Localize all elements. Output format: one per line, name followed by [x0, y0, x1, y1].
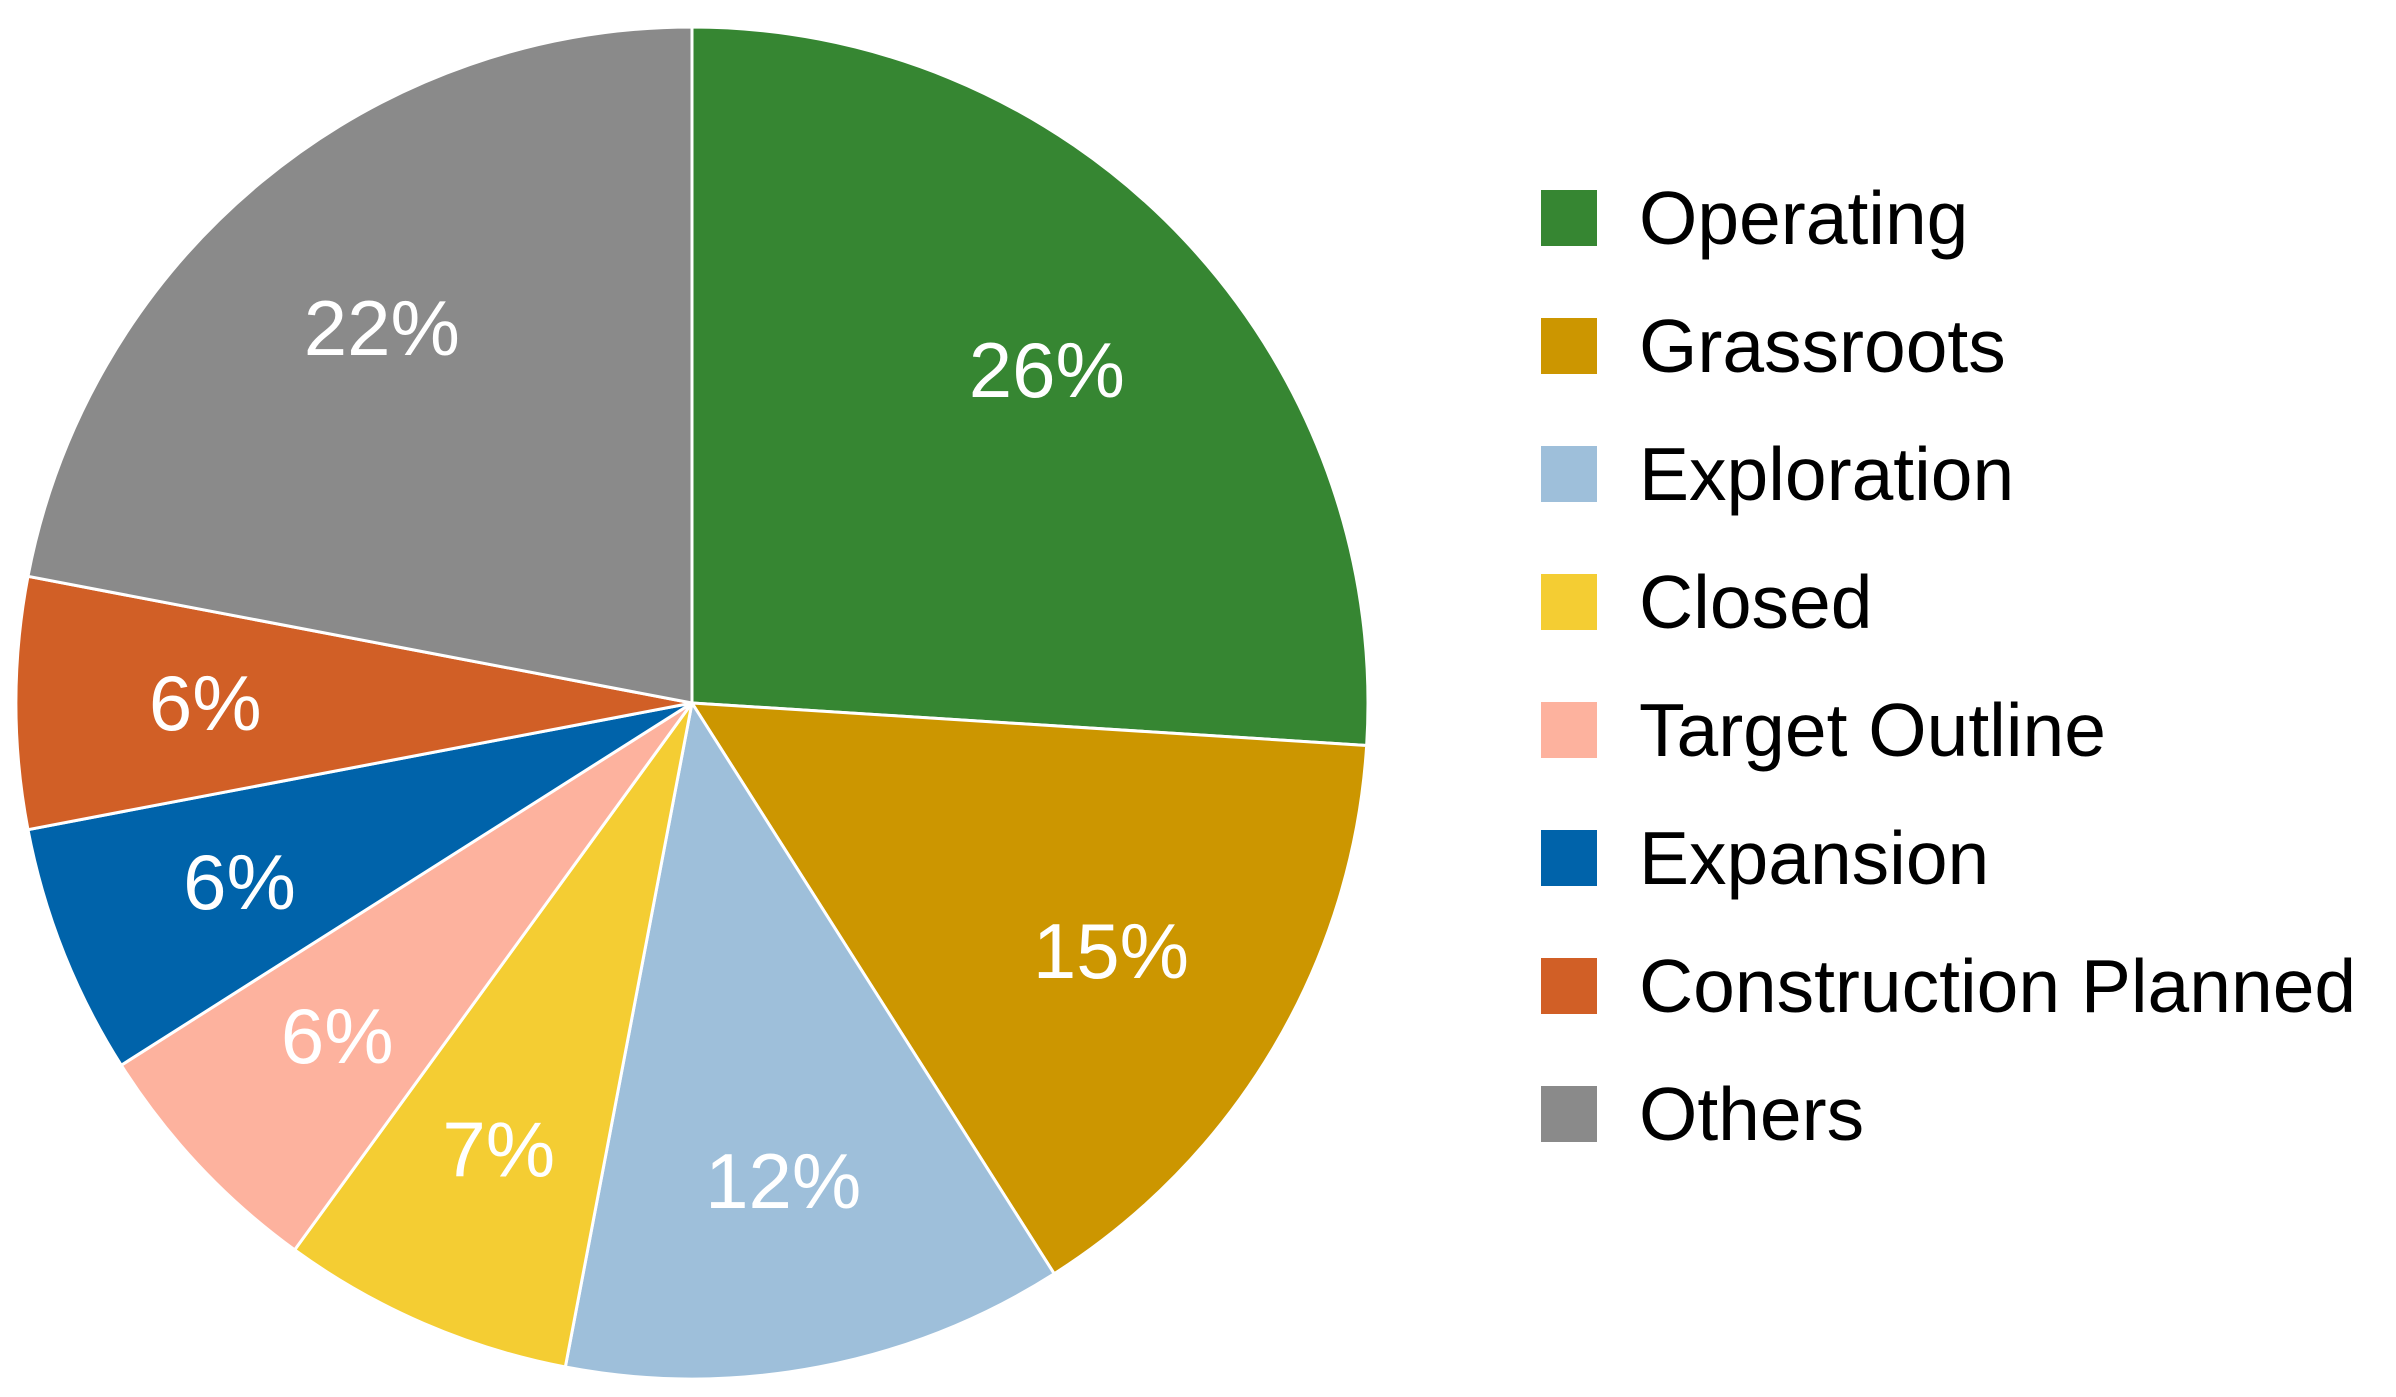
legend-label-construction-planned: Construction Planned — [1639, 944, 2356, 1028]
legend-label-grassroots: Grassroots — [1639, 304, 2006, 388]
slice-labels: 26% 15% 12% 7% 6% 6% 6% 22% — [149, 284, 1189, 1225]
legend-swatch-target-outline — [1541, 702, 1597, 758]
slice-label-construction-planned: 6% — [149, 659, 262, 747]
legend-label-others: Others — [1639, 1072, 1864, 1156]
legend-label-closed: Closed — [1639, 560, 1872, 644]
pie-slice-expansion — [26, 701, 694, 1067]
legend-item-grassroots: Grassroots — [1541, 304, 2006, 388]
legend: Operating Grassroots Exploration Closed Targ… — [1541, 176, 2356, 1156]
slice-label-grassroots: 15% — [1033, 907, 1189, 995]
legend-item-expansion: Expansion — [1541, 816, 1989, 900]
slice-label-operating: 26% — [969, 326, 1125, 414]
pie-slices — [14, 25, 1370, 1381]
legend-item-others: Others — [1541, 1072, 1864, 1156]
pie-slice-construction-planned — [14, 574, 694, 832]
legend-swatch-closed — [1541, 574, 1597, 630]
slice-label-exploration: 12% — [705, 1137, 861, 1225]
pie-slice-closed — [293, 701, 694, 1369]
legend-item-closed: Closed — [1541, 560, 1872, 644]
legend-swatch-grassroots — [1541, 318, 1597, 374]
legend-item-target-outline: Target Outline — [1541, 688, 2106, 772]
legend-item-operating: Operating — [1541, 176, 1968, 260]
legend-item-construction-planned: Construction Planned — [1541, 944, 2356, 1028]
slice-label-expansion: 6% — [183, 838, 296, 926]
legend-swatch-construction-planned — [1541, 958, 1597, 1014]
slice-label-others: 22% — [304, 284, 460, 372]
slice-label-target-outline: 6% — [281, 992, 394, 1080]
legend-item-exploration: Exploration — [1541, 432, 2014, 516]
legend-label-expansion: Expansion — [1639, 816, 1989, 900]
pie-slice-grassroots — [690, 701, 1369, 1276]
legend-swatch-operating — [1541, 190, 1597, 246]
slice-label-closed: 7% — [442, 1106, 555, 1194]
legend-swatch-others — [1541, 1086, 1597, 1142]
pie-slice-others — [26, 25, 694, 705]
legend-swatch-expansion — [1541, 830, 1597, 886]
pie-slice-operating — [690, 25, 1370, 747]
pie-slice-target-outline — [119, 701, 694, 1252]
legend-label-target-outline: Target Outline — [1639, 688, 2106, 772]
legend-label-exploration: Exploration — [1639, 432, 2014, 516]
legend-swatch-exploration — [1541, 446, 1597, 502]
legend-label-operating: Operating — [1639, 176, 1968, 260]
pie-slice-exploration — [563, 701, 1056, 1381]
